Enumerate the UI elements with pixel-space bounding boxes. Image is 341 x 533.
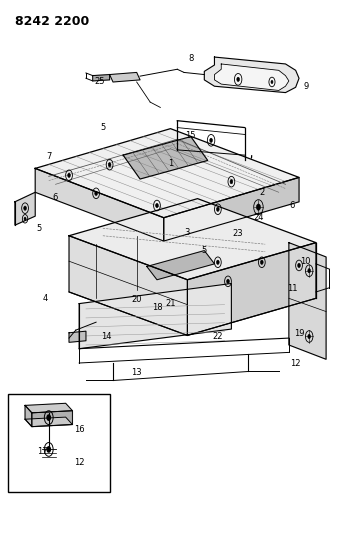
Text: 2: 2 <box>259 188 264 197</box>
Text: 9: 9 <box>303 82 308 91</box>
Text: 5: 5 <box>202 246 207 255</box>
Text: 23: 23 <box>233 229 243 238</box>
Polygon shape <box>289 243 326 359</box>
Text: 11: 11 <box>287 284 297 293</box>
Text: 18: 18 <box>152 303 162 312</box>
Circle shape <box>227 279 229 284</box>
Circle shape <box>108 163 111 167</box>
Circle shape <box>155 204 158 208</box>
Polygon shape <box>93 75 109 81</box>
Polygon shape <box>25 403 72 413</box>
Text: 22: 22 <box>212 332 223 341</box>
Circle shape <box>230 180 233 184</box>
Circle shape <box>261 260 263 264</box>
Text: 6: 6 <box>53 193 58 202</box>
Circle shape <box>217 260 219 264</box>
Text: 10: 10 <box>300 257 311 265</box>
Polygon shape <box>69 199 316 280</box>
Polygon shape <box>35 168 164 241</box>
Polygon shape <box>188 243 316 335</box>
Circle shape <box>308 334 311 338</box>
Circle shape <box>24 217 26 220</box>
Text: 25: 25 <box>94 77 105 86</box>
Text: 1: 1 <box>168 159 173 167</box>
Polygon shape <box>147 251 214 280</box>
Text: 3: 3 <box>185 228 190 237</box>
Circle shape <box>308 269 311 273</box>
Text: 6: 6 <box>290 201 295 210</box>
Text: 12: 12 <box>291 359 301 367</box>
Polygon shape <box>214 64 289 91</box>
Polygon shape <box>164 177 299 241</box>
Text: 8: 8 <box>188 54 193 63</box>
Polygon shape <box>35 128 299 217</box>
Polygon shape <box>69 331 86 342</box>
Circle shape <box>210 138 212 142</box>
Polygon shape <box>123 136 208 179</box>
Polygon shape <box>25 417 72 426</box>
Text: 8242 2200: 8242 2200 <box>15 14 89 28</box>
Circle shape <box>237 77 239 82</box>
Circle shape <box>24 206 26 211</box>
Polygon shape <box>15 192 35 225</box>
Polygon shape <box>109 72 140 82</box>
Circle shape <box>47 447 50 452</box>
Circle shape <box>298 263 300 268</box>
Polygon shape <box>32 411 72 426</box>
Text: 21: 21 <box>165 299 176 308</box>
Polygon shape <box>25 406 32 426</box>
Text: 17: 17 <box>37 447 47 456</box>
Bar <box>8 394 109 492</box>
Text: 5: 5 <box>36 224 41 233</box>
Text: 5: 5 <box>100 123 105 132</box>
Polygon shape <box>69 236 188 335</box>
Circle shape <box>217 207 219 212</box>
Text: 7: 7 <box>46 152 51 161</box>
Circle shape <box>271 80 273 84</box>
Text: 14: 14 <box>101 332 112 341</box>
Text: 4: 4 <box>43 294 48 303</box>
Circle shape <box>256 204 261 211</box>
Polygon shape <box>79 284 232 349</box>
Text: 15: 15 <box>186 131 196 140</box>
Circle shape <box>47 415 50 420</box>
Text: 20: 20 <box>131 295 142 304</box>
Polygon shape <box>204 57 299 93</box>
Circle shape <box>95 191 98 196</box>
Text: 24: 24 <box>253 213 264 222</box>
Text: 12: 12 <box>74 458 85 467</box>
Circle shape <box>68 173 70 177</box>
Text: 19: 19 <box>294 329 304 338</box>
Text: 13: 13 <box>131 368 142 377</box>
Text: 16: 16 <box>74 425 85 434</box>
